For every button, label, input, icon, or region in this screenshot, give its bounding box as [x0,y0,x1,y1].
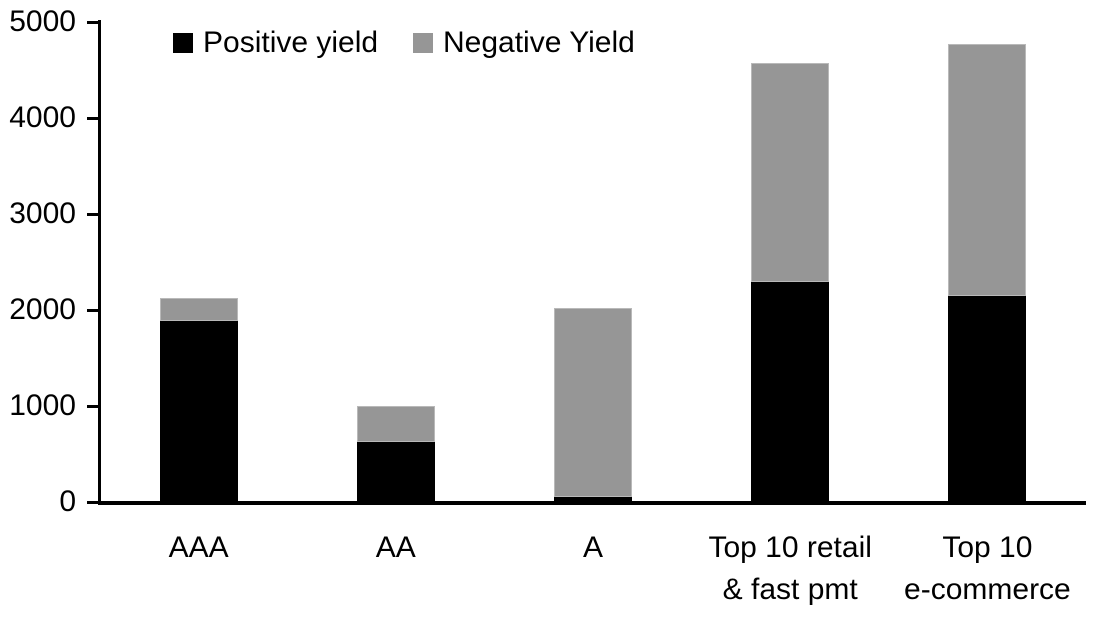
bar-aa [356,405,435,502]
y-tick-label-2000: 2000 [9,293,76,326]
x-label-a: A [583,527,603,569]
bar-segment-negative-yield-aaa [159,297,238,321]
bar-a [554,307,632,502]
bar-segment-positive-yield-top-10-e-commerce [948,295,1027,502]
y-tick-label-3000: 3000 [9,197,76,230]
x-axis-line [98,501,1086,505]
legend-swatch-negative-yield-icon [413,33,433,53]
y-tick-mark-3000 [87,212,100,216]
x-label-top-10-e-commerce: Top 10 e-commerce [904,527,1071,611]
x-label-line: AA [375,531,416,564]
bar-segment-positive-yield-aa [356,442,435,502]
x-label-line: & fast pmt [722,573,858,606]
legend-label-positive-yield: Positive yield [203,26,379,59]
legend-swatch-positive-yield-icon [173,33,193,53]
x-label-aa: AA [376,527,416,569]
bar-top-10-e-commerce [948,44,1027,502]
y-tick-mark-2000 [87,308,100,312]
x-label-top-10-retail-fast-pmt: Top 10 retail & fast pmt [708,527,871,611]
legend-item-negative-yield: Negative Yield [413,26,635,59]
bar-segment-negative-yield-top-10-retail-fast-pmt [751,63,830,283]
y-tick-label-4000: 4000 [9,101,76,134]
y-tick-mark-0 [87,500,100,504]
legend-item-positive-yield: Positive yield [173,26,378,59]
bar-segment-negative-yield-a [554,307,632,498]
y-axis-line [98,20,101,505]
y-tick-mark-4000 [87,116,100,120]
y-tick-label-0: 0 [59,485,76,518]
y-tick-label-1000: 1000 [9,389,76,422]
bar-segment-positive-yield-aaa [159,320,238,502]
x-label-line: A [582,531,604,564]
x-label-line: e-commerce [904,573,1071,606]
x-label-line: AAA [168,531,229,564]
x-label-line: Top 10 [942,531,1033,564]
bar-aaa [159,297,238,502]
y-tick-mark-5000 [87,20,100,24]
bar-top-10-retail-fast-pmt [751,63,830,502]
legend-label-negative-yield: Negative Yield [443,26,635,59]
x-label-line: Top 10 retail [708,531,872,564]
bar-segment-negative-yield-top-10-e-commerce [948,44,1027,296]
x-label-aaa: AAA [169,527,229,569]
y-tick-mark-1000 [87,404,100,408]
bar-segment-negative-yield-aa [356,405,435,442]
bar-segment-positive-yield-a [554,497,632,502]
bar-segment-positive-yield-top-10-retail-fast-pmt [751,282,830,502]
y-tick-label-5000: 5000 [9,5,76,38]
